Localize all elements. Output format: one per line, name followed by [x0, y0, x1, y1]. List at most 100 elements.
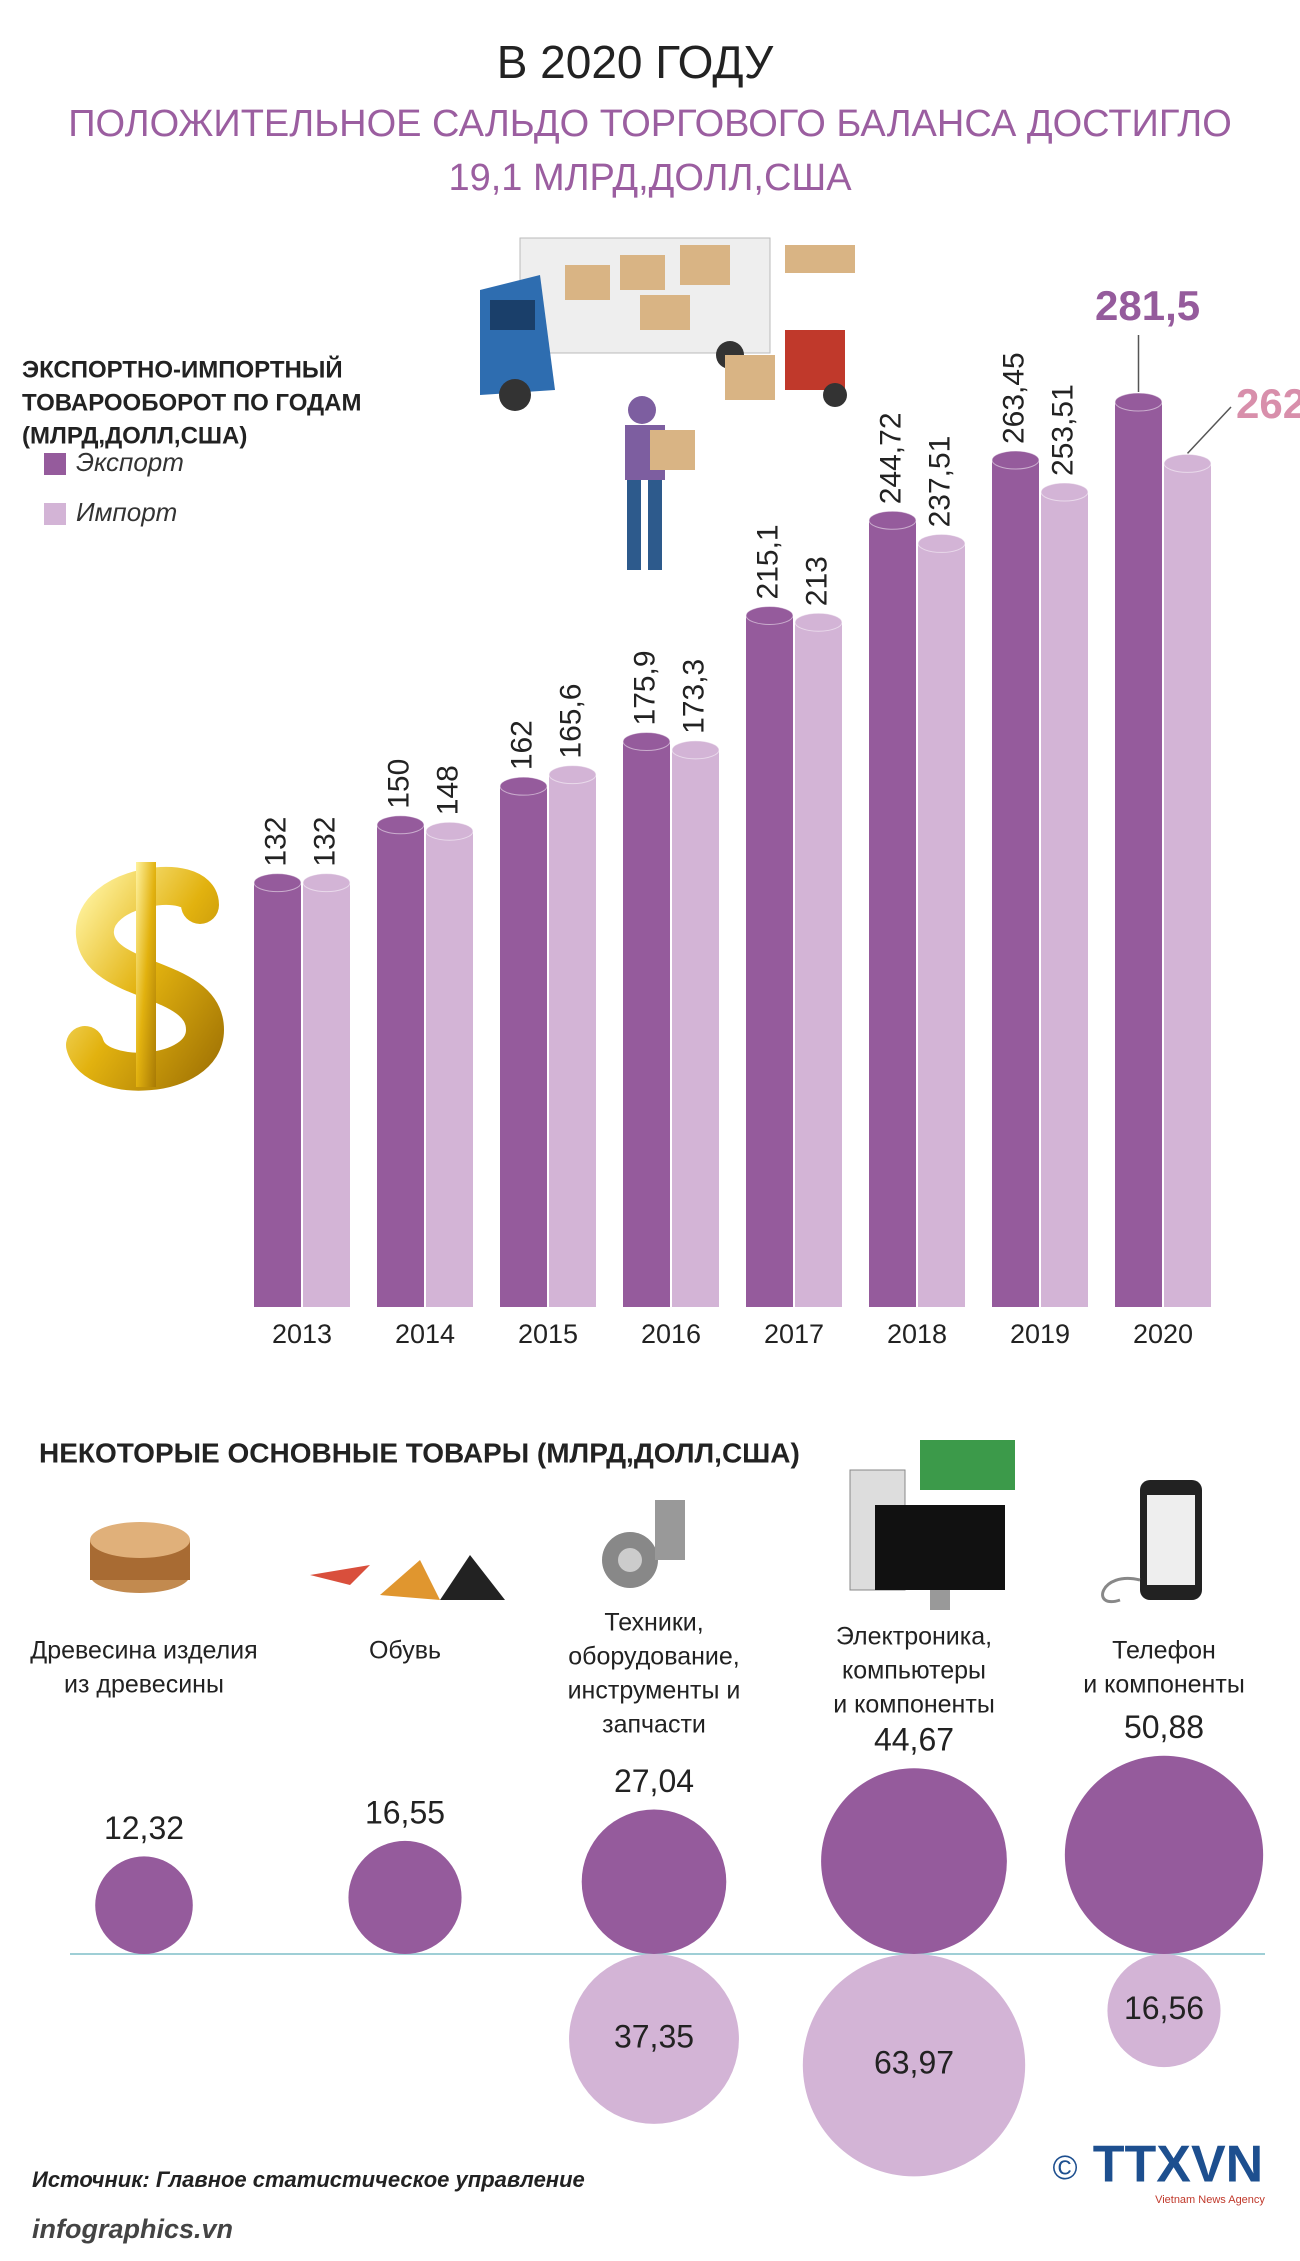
agency: Vietnam News Agency — [1155, 2194, 1265, 2206]
bubble — [95, 1856, 193, 1954]
x-tick-label: 2015 — [518, 1319, 578, 1349]
bubble — [1064, 1755, 1264, 1954]
bar-cap — [425, 821, 474, 841]
bubble — [821, 1768, 1007, 1954]
x-tick-label: 2017 — [764, 1319, 824, 1349]
bar — [746, 615, 793, 1307]
bar-cap — [1114, 392, 1163, 412]
subtitle: 19,1 МЛРД,ДОЛЛ,США — [448, 157, 852, 199]
value-label: 44,67 — [874, 1722, 954, 1758]
x-tick-label: 2020 — [1133, 1319, 1193, 1349]
value-label: 262,4 — [1236, 380, 1300, 427]
legend-swatch — [44, 503, 66, 525]
bar-cap — [745, 605, 794, 625]
x-tick-label: 2014 — [395, 1319, 455, 1349]
bar — [918, 543, 965, 1307]
value-label: 213 — [800, 556, 833, 606]
source: Источник: Главное статистическое управле… — [32, 2167, 585, 2192]
chart-title: ЭКСПОРТНО-ИМПОРТНЫЙ — [22, 355, 343, 383]
value-label: 16,56 — [1124, 1990, 1204, 2026]
x-tick-label: 2013 — [272, 1319, 332, 1349]
copyright: © — [1052, 2149, 1077, 2187]
product-icons — [90, 1440, 1202, 1610]
value-label: 148 — [431, 765, 464, 815]
bar-cap — [917, 533, 966, 553]
bar-cap — [1040, 482, 1089, 502]
bar — [623, 741, 670, 1307]
logo: TTXVN — [1093, 2136, 1263, 2194]
chart-title: (МЛРД,ДОЛЛ,США) — [22, 422, 247, 449]
leader-line — [1186, 406, 1232, 454]
bubble — [581, 1809, 727, 1954]
value-label: 253,51 — [1046, 384, 1079, 476]
value-label: 50,88 — [1124, 1709, 1204, 1745]
bar — [426, 831, 473, 1307]
value-label: 150 — [382, 759, 415, 809]
value-label: 162 — [505, 720, 538, 770]
truck-illustration — [480, 237, 855, 570]
bar — [992, 460, 1039, 1307]
title: В 2020 ГОДУ — [497, 36, 774, 88]
x-tick-label: 2018 — [887, 1319, 947, 1349]
chart-title: НЕКОТОРЫЕ ОСНОВНЫЕ ТОВАРЫ (МЛРД,ДОЛЛ,США… — [39, 1437, 800, 1468]
value-label: 165,6 — [554, 684, 587, 759]
bar — [869, 520, 916, 1307]
footer-band — [0, 2208, 300, 2256]
bar-cap — [376, 815, 425, 835]
bar — [672, 749, 719, 1307]
bar — [254, 882, 301, 1307]
bar — [303, 882, 350, 1307]
category-label: Обувь — [369, 1637, 441, 1665]
bar-cap — [548, 765, 597, 785]
bar-cap — [253, 873, 302, 893]
value-label: 63,97 — [874, 2045, 954, 2081]
category-label: запчасти — [602, 1711, 706, 1739]
value-label: 281,5 — [1095, 282, 1200, 329]
bar — [1164, 463, 1211, 1307]
chart-title: ТОВАРООБОРОТ ПО ГОДАМ — [22, 389, 361, 416]
dollar-icon — [66, 862, 225, 1091]
bar-cap — [991, 450, 1040, 470]
category-label: Древесина изделия — [30, 1637, 257, 1665]
value-label: 175,9 — [628, 650, 661, 725]
legend-label: Импорт — [76, 497, 177, 527]
bar — [795, 622, 842, 1307]
value-label: 173,3 — [677, 659, 710, 734]
bar — [500, 786, 547, 1307]
bar-cap — [671, 740, 720, 760]
bar-cap — [622, 731, 671, 751]
category-label: компьютеры — [842, 1657, 986, 1685]
legend-label: Экспорт — [76, 447, 184, 477]
x-tick-label: 2019 — [1010, 1319, 1070, 1349]
category-label: из древесины — [64, 1671, 224, 1699]
value-label: 16,55 — [365, 1794, 445, 1830]
subtitle: ПОЛОЖИТЕЛЬНОЕ САЛЬДО ТОРГОВОГО БАЛАНСА Д… — [68, 103, 1232, 145]
value-label: 263,45 — [997, 352, 1030, 444]
value-label: 244,72 — [874, 412, 907, 504]
legend-swatch — [44, 453, 66, 475]
bar — [1041, 491, 1088, 1308]
category-label: и компоненты — [833, 1691, 995, 1719]
bar-cap — [868, 510, 917, 530]
value-label: 132 — [259, 817, 292, 867]
value-label: 132 — [308, 817, 341, 867]
bubble — [348, 1840, 462, 1954]
bar-cap — [1163, 453, 1212, 473]
bar-cap — [302, 873, 351, 893]
value-label: 27,04 — [614, 1763, 694, 1799]
bubble — [569, 1954, 739, 2124]
category-label: оборудование, — [568, 1643, 739, 1671]
value-label: 237,51 — [923, 436, 956, 528]
bubble — [1107, 1954, 1221, 2068]
bar — [377, 824, 424, 1307]
category-label: инструменты и — [568, 1677, 741, 1705]
value-label: 37,35 — [614, 2018, 694, 2054]
category-label: и компоненты — [1083, 1671, 1245, 1699]
bar-cap — [794, 612, 843, 632]
bar — [549, 774, 596, 1307]
category-label: Электроника, — [836, 1623, 992, 1651]
category-label: Техники, — [604, 1609, 703, 1637]
bar-cap — [499, 776, 548, 796]
value-label: 215,1 — [751, 524, 784, 599]
